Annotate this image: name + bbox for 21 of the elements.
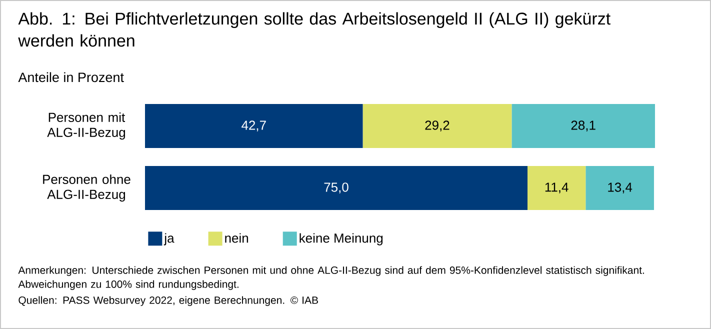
chart-subtitle: Anteile in Prozent [18,72,124,82]
data-label: 13,4 [608,182,632,194]
y-tick-label: Personen mit ALG-II-Bezug [47,112,126,140]
legend-label: ja [164,233,174,246]
legend-label: keine Meinung [300,233,383,246]
data-label: 75,0 [324,182,348,194]
data-label: 11,4 [545,182,568,194]
bar [586,166,654,210]
source-note: Quellen: PASS Websurvey 2022, eigene Berechnungen. © IAB [18,296,318,306]
text: Anmerkungen: Unterschiede zwischen Personen mit und ohne ALG-II-Bezug sind auf dem 95%-Konfidenzlevel statistisch signifikant. Abweichungen zu 100% sind rundungsbedingt. [18,266,644,290]
data-label: 42,7 [242,120,266,132]
bar [512,104,656,148]
legend-label: nein [225,233,248,243]
bar [362,104,512,148]
bar [145,166,528,210]
bar [145,104,363,148]
bar [528,166,586,210]
chart-title: Abb. 1: Bei Pflichtverletzungen sollte das Arbeitslosengeld II (ALG II) gekürzt werden können [18,12,610,47]
data-label: 28,1 [571,120,596,132]
y-tick-label: Personen ohne ALG-II-Bezug [43,174,130,202]
data-label: 29,2 [425,120,450,132]
